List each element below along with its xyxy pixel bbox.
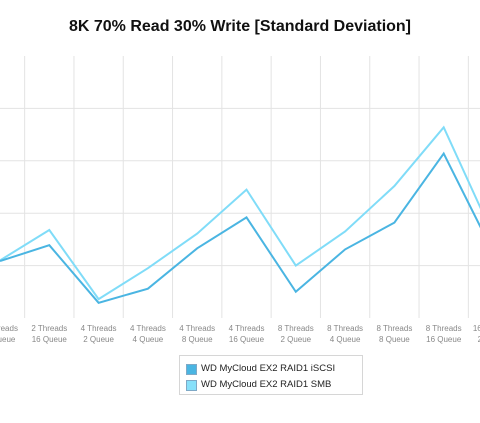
legend-label-smb: WD MyCloud EX2 RAID1 SMB (201, 379, 332, 390)
x-tick-label: 8 Queue (182, 335, 213, 344)
x-tick-label: 2 Threads (31, 324, 67, 333)
x-tick-label: 8 Queue (0, 335, 16, 344)
legend-swatch-iscsi (186, 363, 197, 375)
x-tick-label: 8 Threads (278, 324, 314, 333)
series-line-smb (0, 125, 480, 301)
x-tick-label: 2 Queue (280, 335, 311, 344)
legend-swatch-smb (186, 379, 197, 391)
x-tick-label: 16 Queue (229, 335, 265, 344)
x-tick-label: 4 Threads (130, 324, 166, 333)
x-tick-labels: 2 Threads 8 Queue 2 Threads 16 Queue 4 Threa… (0, 324, 480, 344)
legend-label-iscsi: WD MyCloud EX2 RAID1 iSCSI (201, 363, 336, 374)
x-tick-label: 2 Queue (478, 335, 480, 344)
x-tick-label: 4 Queue (133, 335, 164, 344)
legend-item-smb: WD MyCloud EX2 RAID1 SMB (186, 379, 331, 391)
legend: WD MyCloud EX2 RAID1 iSCSI WD MyCloud EX… (179, 355, 363, 395)
legend-item-iscsi: WD MyCloud EX2 RAID1 iSCSI (186, 363, 335, 375)
series-line-iscsi (0, 151, 480, 304)
x-tick-label: 16 Queue (32, 335, 68, 344)
x-tick-label: 4 Threads (229, 324, 265, 333)
chart-title: 8K 70% Read 30% Write [Standard Deviatio… (68, 18, 412, 35)
series-layer (0, 125, 480, 304)
x-tick-label: 8 Threads (376, 324, 412, 333)
x-tick-label: 4 Threads (179, 324, 215, 333)
x-tick-label: 2 Queue (83, 335, 114, 344)
grid-lines (0, 56, 480, 318)
x-tick-label: 4 Queue (330, 335, 361, 344)
x-tick-label: 16 Queue (426, 335, 462, 344)
x-tick-label: 4 Threads (81, 324, 117, 333)
x-tick-label: 16 Threads (473, 324, 480, 333)
x-tick-label: 8 Threads (327, 324, 363, 333)
x-tick-label: 8 Threads (426, 324, 462, 333)
x-tick-label: 8 Queue (379, 335, 410, 344)
x-tick-label: 2 Threads (0, 324, 18, 333)
